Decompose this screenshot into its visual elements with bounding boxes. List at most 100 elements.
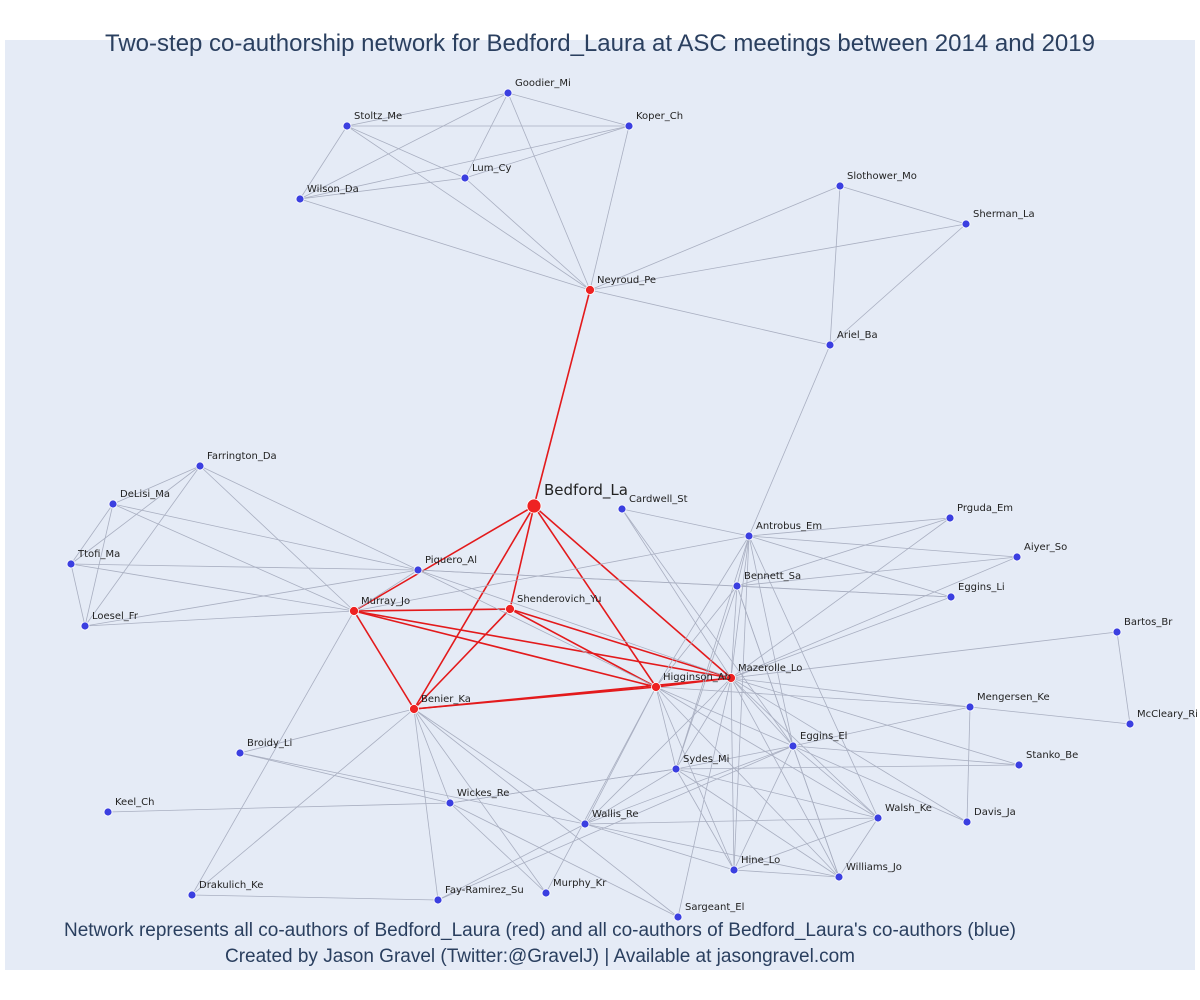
edge-mazerolle-lo-eggins-el <box>730 677 794 747</box>
edge-neyroud-pe-koper-ch <box>589 125 630 291</box>
edge-farrington-da-piquero-al <box>199 465 419 571</box>
node-bennett-sa[interactable] <box>732 581 742 591</box>
edge-farrington-da-ttofi-ma <box>70 465 201 565</box>
node-bartos-br[interactable] <box>1112 627 1122 637</box>
edge-cardwell-st-antrobus-em <box>621 508 750 537</box>
edge-ariel-ba-antrobus-em <box>748 344 831 537</box>
edge-mazerolle-lo-stanko-be <box>730 677 1020 766</box>
edge-bennett-sa-mazerolle-lo <box>730 585 738 679</box>
node-drakulich-ke[interactable] <box>187 890 197 900</box>
node-keel-ch[interactable] <box>103 807 113 817</box>
node-davis-ja[interactable] <box>962 817 972 827</box>
edge-goodier-mi-stoltz-me <box>346 92 509 127</box>
node-label-davis-ja: Davis_Ja <box>974 807 1016 818</box>
node-hine-lo[interactable] <box>729 865 739 875</box>
node-walsh-ke[interactable] <box>873 813 883 823</box>
edge-wallis-re-hine-lo <box>584 823 735 871</box>
node-wilson-da[interactable] <box>295 194 305 204</box>
edge-neyroud-pe-slothower-mo <box>589 185 841 291</box>
node-piquero-al[interactable] <box>413 565 423 575</box>
node-delisi-ma[interactable] <box>108 499 118 509</box>
edge-antrobus-em-aiyer-so <box>748 535 1018 558</box>
node-sargeant-el[interactable] <box>673 912 683 922</box>
node-slothower-mo[interactable] <box>835 181 845 191</box>
node-prguda-em[interactable] <box>945 513 955 523</box>
edge-neyroud-pe-wilson-da <box>299 198 591 291</box>
node-murphy-kr[interactable] <box>541 888 551 898</box>
node-cardwell-st[interactable] <box>617 504 627 514</box>
edge-wickes-re-murphy-kr <box>449 802 547 894</box>
node-mengersen-ke[interactable] <box>965 702 975 712</box>
node-label-bedford-la: Bedford_La <box>544 481 628 500</box>
node-murray-jo[interactable] <box>349 606 359 616</box>
node-label-lum-cy: Lum_Cy <box>472 163 511 174</box>
node-label-murphy-kr: Murphy_Kr <box>553 878 607 889</box>
edge-bennett-sa-prguda-em <box>736 517 951 587</box>
node-ttofi-ma[interactable] <box>66 559 76 569</box>
node-ariel-ba[interactable] <box>825 340 835 350</box>
node-stanko-be[interactable] <box>1014 760 1024 770</box>
node-eggins-el[interactable] <box>788 741 798 751</box>
node-farrington-da[interactable] <box>195 461 205 471</box>
node-label-drakulich-ke: Drakulich_Ke <box>199 880 263 891</box>
edge-stoltz-me-lum-cy <box>346 125 466 179</box>
node-label-farrington-da: Farrington_Da <box>207 451 277 462</box>
edge-neyroud-pe-lum-cy <box>464 177 591 291</box>
edge-eggins-el-stanko-be <box>792 745 1020 766</box>
node-label-ariel-ba: Ariel_Ba <box>837 330 878 341</box>
node-benier-ka[interactable] <box>409 704 419 714</box>
edge-antrobus-em-sydes-mi <box>675 535 750 770</box>
edge-antrobus-em-eggins-li <box>748 535 952 598</box>
edge-wickes-re-keel-ch <box>107 802 451 813</box>
edge-neyroud-pe-stoltz-me <box>346 125 591 291</box>
edge-cardwell-st-eggins-el <box>621 508 794 747</box>
node-williams-jo[interactable] <box>834 872 844 882</box>
edge-hine-lo-williams-jo <box>733 869 840 878</box>
edge-mazerolle-lo-eggins-li <box>730 596 952 679</box>
node-mccleary-ri[interactable] <box>1125 719 1135 729</box>
edge-antrobus-em-hine-lo <box>733 535 750 871</box>
node-aiyer-so[interactable] <box>1012 552 1022 562</box>
node-stoltz-me[interactable] <box>342 121 352 131</box>
node-shenderovich-yu[interactable] <box>505 604 515 614</box>
node-label-williams-jo: Williams_Jo <box>846 862 902 873</box>
edge-higginson-ab-hine-lo <box>655 686 735 871</box>
node-koper-ch[interactable] <box>624 121 634 131</box>
node-wallis-re[interactable] <box>580 819 590 829</box>
edge-wallis-re-williams-jo <box>584 823 840 878</box>
edge-bedford-la-shenderovich-yu <box>509 505 535 610</box>
edge-stoltz-me-wilson-da <box>299 125 348 200</box>
node-label-benier-ka: Benier_Ka <box>421 694 471 705</box>
node-mazerolle-lo[interactable] <box>726 673 736 683</box>
node-lum-cy[interactable] <box>460 173 470 183</box>
node-goodier-mi[interactable] <box>503 88 513 98</box>
edge-mazerolle-lo-prguda-em <box>730 517 951 679</box>
node-sherman-la[interactable] <box>961 219 971 229</box>
edge-mazerolle-lo-walsh-ke <box>730 677 879 819</box>
edge-sherman-la-ariel-ba <box>829 223 967 346</box>
node-loesel-fr[interactable] <box>80 621 90 631</box>
edge-mengersen-ke-eggins-el <box>792 706 971 747</box>
node-antrobus-em[interactable] <box>744 531 754 541</box>
edge-slothower-mo-ariel-ba <box>829 185 841 346</box>
edge-mazerolle-lo-benier-ka <box>413 677 732 710</box>
edge-murray-jo-farrington-da <box>199 465 355 612</box>
node-bedford-la[interactable] <box>526 498 542 514</box>
node-broidy-li[interactable] <box>235 748 245 758</box>
edge-murray-jo-delisi-ma <box>112 503 355 612</box>
footer-caption: Network represents all co-authors of Bed… <box>0 918 1080 970</box>
node-wickes-re[interactable] <box>445 798 455 808</box>
node-label-mccleary-ri: McCleary_Ri <box>1137 709 1198 720</box>
edge-benier-ka-wallis-re <box>413 708 586 825</box>
node-eggins-li[interactable] <box>946 592 956 602</box>
edge-mazerolle-lo-bartos-br <box>730 631 1118 679</box>
edge-eggins-el-walsh-ke <box>792 745 879 819</box>
node-sydes-mi[interactable] <box>671 764 681 774</box>
edge-goodier-mi-koper-ch <box>507 92 630 127</box>
node-fay-ramirez-su[interactable] <box>433 895 443 905</box>
edge-shenderovich-yu-higginson-ab <box>509 608 657 688</box>
node-label-murray-jo: Murray_Jo <box>361 596 410 607</box>
node-higginson-ab[interactable] <box>651 682 661 692</box>
node-neyroud-pe[interactable] <box>585 285 595 295</box>
edge-sydes-mi-walsh-ke <box>675 768 879 819</box>
